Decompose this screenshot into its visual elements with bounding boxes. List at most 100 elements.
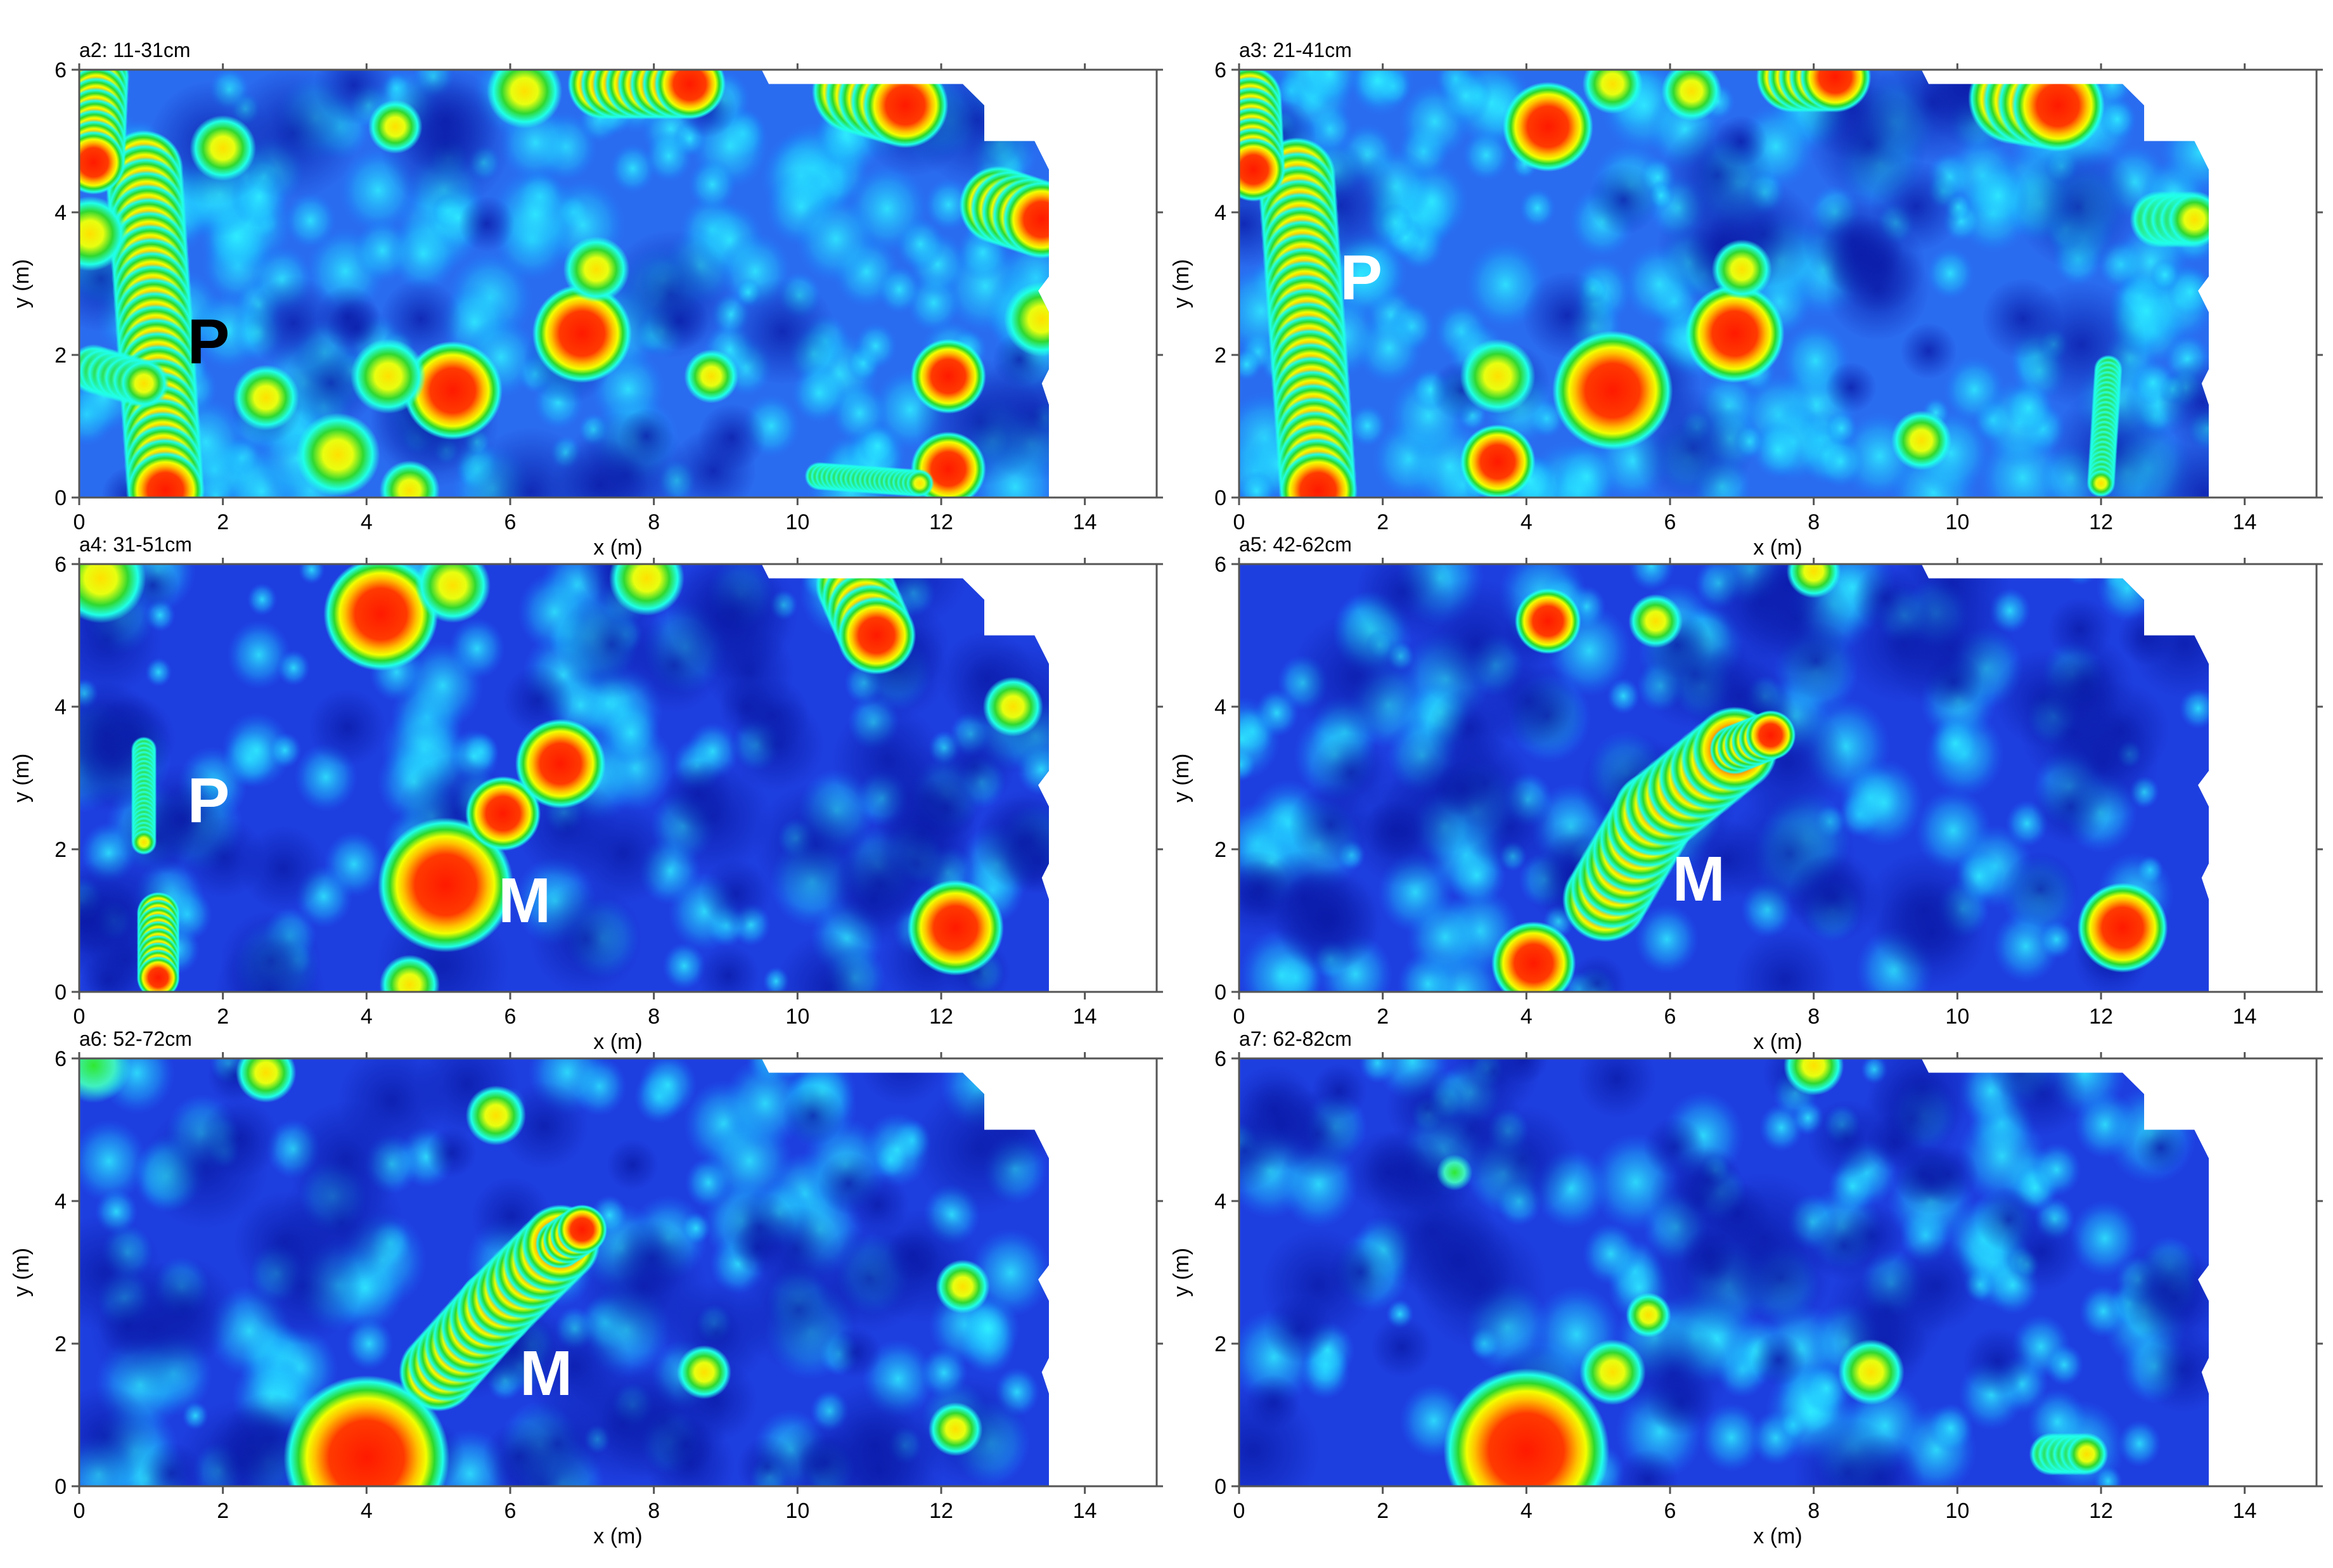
x-tick-label: 14 [2233, 1499, 2257, 1523]
y-axis-label: y (m) [1169, 1248, 1193, 1297]
texture-blob [1406, 896, 1484, 979]
texture-blob [2114, 1240, 2209, 1340]
texture-blob [1928, 1403, 1974, 1453]
x-tick-label: 4 [1520, 1499, 1533, 1523]
anomaly [190, 115, 257, 181]
x-tick-label: 14 [1073, 510, 1097, 534]
panel-title: a4: 31-51cm [79, 533, 192, 556]
x-tick-label: 12 [929, 1499, 953, 1523]
y-axis-label: y (m) [10, 754, 34, 802]
y-tick-label: 6 [55, 553, 67, 577]
texture-blob [1989, 1058, 2053, 1102]
texture-blob [529, 882, 643, 992]
texture-blob [1647, 1369, 1715, 1436]
annotation-label: M [520, 1338, 572, 1409]
heatmap-area [79, 70, 1049, 498]
plot-frame [1238, 68, 2318, 499]
texture-blob [1863, 850, 1984, 970]
texture-blob [1751, 1333, 1806, 1387]
texture-blob [663, 759, 733, 829]
x-tick-label: 12 [929, 510, 953, 534]
x-tick-label: 4 [361, 510, 373, 534]
y-tick-label: 4 [1214, 1190, 1226, 1214]
texture-blob [1816, 434, 1865, 488]
texture-blob [226, 70, 360, 200]
texture-blob [601, 700, 661, 766]
texture-blob [662, 942, 706, 990]
anomaly [1685, 284, 1785, 383]
texture-blob [2118, 1420, 2161, 1467]
y-axis-label: y (m) [1169, 259, 1193, 308]
texture-blob [697, 944, 761, 992]
texture-blob [1299, 70, 1359, 106]
x-tick-label: 2 [1377, 1499, 1389, 1523]
x-tick-label: 8 [648, 510, 660, 534]
texture-blob [697, 403, 766, 472]
x-tick-label: 4 [1520, 510, 1533, 534]
texture-blob [818, 1152, 880, 1215]
y-tick-label: 6 [1214, 58, 1226, 82]
anomaly [677, 1345, 731, 1399]
texture-blob [2157, 357, 2209, 447]
anomaly [935, 1259, 990, 1314]
y-tick-label: 2 [55, 838, 67, 862]
texture-blob [1311, 1063, 1368, 1120]
texture-blob [1239, 1112, 1285, 1191]
texture-blob [1967, 161, 2030, 230]
anomaly [1799, 70, 1872, 113]
x-tick-label: 2 [1377, 1005, 1389, 1029]
panel-title: a2: 11-31cm [79, 39, 191, 61]
x-tick-label: 8 [648, 1499, 660, 1523]
texture-blob [1723, 787, 1857, 920]
texture-blob [639, 1058, 697, 1117]
annotation-label: P [188, 307, 230, 378]
anomaly [1460, 338, 1536, 414]
y-tick-label: 4 [55, 1190, 67, 1214]
texture-blob [1752, 421, 1805, 479]
anomaly [653, 70, 726, 120]
x-axis-label: x (m) [593, 1524, 642, 1548]
x-tick-label: 10 [1945, 1499, 1969, 1523]
plot-frame [1238, 1057, 2318, 1488]
x-tick-label: 0 [1233, 510, 1245, 534]
x-axis-label: x (m) [1753, 1030, 1802, 1054]
texture-blob [326, 298, 387, 358]
anomaly [684, 349, 739, 404]
panel-2: 0 2 4 6 8 10 12 14 0 2 4 6 x (m) y (m) a3: 21-41cm P [1169, 39, 2323, 560]
texture-blob [1616, 1449, 1679, 1486]
texture-blob [79, 1119, 147, 1203]
anomaly [1628, 594, 1683, 648]
x-tick-label: 2 [217, 1499, 229, 1523]
x-tick-label: 6 [1664, 1005, 1676, 1029]
anomaly [2011, 70, 2105, 152]
texture-blob [1733, 929, 1837, 992]
texture-blob [877, 265, 922, 314]
texture-blob [426, 1127, 477, 1178]
texture-blob [795, 194, 877, 283]
texture-blob [885, 1228, 940, 1282]
texture-blob [1628, 564, 1674, 591]
texture-blob [1776, 621, 1856, 701]
plot-frame [1238, 563, 2318, 993]
panel-6: 0 2 4 6 8 10 12 14 0 2 4 6 x (m) y (m) a7: 62-82cm [1169, 1027, 2323, 1548]
texture-blob [932, 724, 1017, 808]
y-tick-label: 6 [55, 1047, 67, 1071]
y-tick-label: 0 [55, 1475, 67, 1499]
anomaly [136, 956, 180, 992]
texture-blob [277, 650, 311, 686]
x-tick-label: 10 [785, 1499, 809, 1523]
texture-blob [1896, 1145, 1967, 1214]
anomaly [532, 284, 632, 383]
texture-blob [1005, 828, 1049, 894]
heatmap-area [1239, 564, 2209, 992]
texture-blob [831, 704, 944, 816]
texture-blob [704, 626, 795, 717]
texture-blob [79, 888, 123, 954]
x-tick-label: 0 [74, 510, 86, 534]
texture-blob [1349, 778, 1459, 887]
texture-blob [1831, 218, 1926, 313]
x-tick-label: 10 [785, 510, 809, 534]
x-tick-label: 6 [505, 1005, 517, 1029]
x-tick-label: 14 [2233, 510, 2257, 534]
